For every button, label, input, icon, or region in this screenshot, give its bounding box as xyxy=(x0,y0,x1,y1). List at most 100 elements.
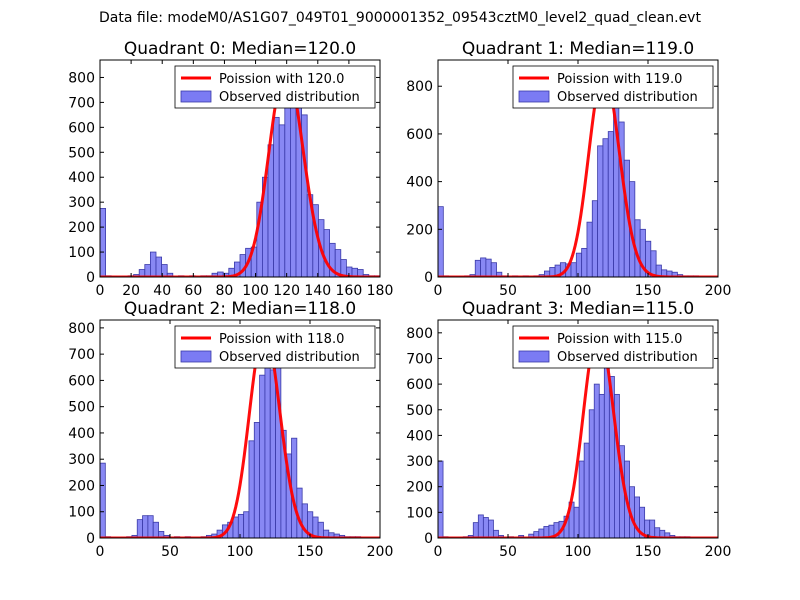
histogram-bar xyxy=(243,511,250,538)
y-tick-label: 300 xyxy=(406,454,433,470)
legend-bar-swatch xyxy=(180,90,212,103)
y-tick-label: 200 xyxy=(406,480,433,496)
x-tick-label: 140 xyxy=(304,283,331,299)
histogram-bar xyxy=(438,460,444,538)
histogram-bar xyxy=(480,257,487,277)
histogram-bar xyxy=(482,517,489,538)
histogram-bar xyxy=(581,247,588,277)
legend-bar-swatch xyxy=(180,350,212,363)
panel-title: Quadrant 0: Median=120.0 xyxy=(124,39,356,59)
x-tick-label: 100 xyxy=(227,544,254,560)
histogram-bar xyxy=(284,89,291,277)
histogram-bar xyxy=(267,144,274,277)
y-tick-label: 500 xyxy=(68,145,95,161)
legend-bar-swatch xyxy=(518,350,550,363)
legend: Poission with 120.0 Observed distribution xyxy=(174,65,376,109)
legend-label-observed: Observed distribution xyxy=(557,350,698,365)
histogram-bar xyxy=(573,506,580,538)
quadrant-1-panel: 0 50 100 150 200 0 200 400 600 800 Quadrant 1: Med… xyxy=(406,39,731,299)
histogram-bar xyxy=(237,513,245,538)
legend: Poission with 118.0 Observed distribution xyxy=(174,325,376,369)
x-tick-label: 50 xyxy=(499,544,517,560)
x-tick-label: 150 xyxy=(635,283,662,299)
poisson-curve xyxy=(100,67,380,277)
histogram-bar xyxy=(586,221,593,277)
y-tick-label: 100 xyxy=(406,505,433,521)
x-tick-label: 150 xyxy=(635,544,662,560)
y-tick-label: 400 xyxy=(406,428,433,444)
y-tick-label: 800 xyxy=(68,70,95,86)
y-tick-label: 0 xyxy=(424,270,433,286)
legend-label-observed: Observed distribution xyxy=(219,90,360,105)
y-tick-label: 400 xyxy=(68,170,95,186)
x-tick-label: 200 xyxy=(705,283,732,299)
figure-title: Data file: modeM0/AS1G07_049T01_90000013… xyxy=(99,10,701,26)
histogram-bar xyxy=(477,514,484,538)
histogram-bar xyxy=(490,262,497,277)
histogram-bar xyxy=(485,258,492,277)
x-tick-label: 100 xyxy=(565,544,592,560)
x-tick-label: 0 xyxy=(434,283,443,299)
y-tick-label: 700 xyxy=(406,351,433,367)
legend-label-poisson: Poission with 115.0 xyxy=(557,332,682,347)
y-tick-label: 200 xyxy=(406,222,433,238)
histogram-bar xyxy=(273,116,280,277)
y-tick-label: 700 xyxy=(68,95,95,111)
x-tick-label: 60 xyxy=(184,283,202,299)
histogram-bar xyxy=(575,252,583,277)
histogram-bar xyxy=(149,251,157,277)
legend-label-poisson: Poission with 120.0 xyxy=(219,72,344,87)
panel-title: Quadrant 2: Median=118.0 xyxy=(124,299,356,319)
x-tick-label: 0 xyxy=(434,544,443,560)
histogram-bar xyxy=(357,269,364,277)
histogram-bar xyxy=(317,521,324,538)
histogram-bar xyxy=(588,409,595,538)
histogram-bar xyxy=(602,138,609,277)
legend-label-poisson: Poission with 118.0 xyxy=(219,332,344,347)
y-tick-label: 100 xyxy=(68,245,95,261)
histogram-bar xyxy=(474,259,481,277)
y-tick-label: 600 xyxy=(406,127,433,143)
y-tick-label: 100 xyxy=(68,505,95,521)
y-tick-label: 0 xyxy=(86,531,95,547)
legend-bar-swatch xyxy=(518,90,550,103)
y-tick-label: 300 xyxy=(68,195,95,211)
histogram-bar xyxy=(152,521,159,538)
histogram-bar xyxy=(155,256,162,277)
histogram-bar xyxy=(278,124,286,277)
histogram-bar xyxy=(438,206,444,277)
histogram-bar xyxy=(142,515,149,538)
histogram-bar xyxy=(161,264,168,277)
y-tick-label: 0 xyxy=(86,270,95,286)
y-tick-label: 500 xyxy=(68,400,95,416)
histogram-bar xyxy=(649,519,656,538)
histogram-bar xyxy=(144,264,151,277)
histogram-bar xyxy=(607,131,614,277)
histogram-bar xyxy=(147,515,154,538)
panel-title: Quadrant 3: Median=115.0 xyxy=(462,299,694,319)
y-tick-label: 600 xyxy=(406,377,433,393)
histogram-bar xyxy=(487,519,494,538)
y-tick-label: 700 xyxy=(68,347,95,363)
quadrant-2-panel: 0 50 100 150 200 0 100 200 300 400 500 600 700 800 Qua… xyxy=(68,299,393,560)
histogram-bar xyxy=(232,516,239,538)
histogram-bar xyxy=(253,422,260,538)
x-tick-label: 100 xyxy=(565,283,592,299)
histogram-bar xyxy=(496,271,503,277)
x-tick-label: 120 xyxy=(273,283,300,299)
y-tick-label: 600 xyxy=(68,373,95,389)
quadrant-3-panel: 0 50 100 150 200 0 100 200 300 400 500 600 700 800 Qua… xyxy=(406,299,731,560)
histogram-bars xyxy=(438,340,691,538)
legend-label-observed: Observed distribution xyxy=(557,90,698,105)
y-tick-label: 300 xyxy=(68,452,95,468)
histogram-bar xyxy=(493,529,499,538)
x-tick-label: 80 xyxy=(216,283,234,299)
histogram-bar xyxy=(570,262,577,277)
histogram-bar xyxy=(136,519,143,538)
x-tick-label: 100 xyxy=(242,283,269,299)
histogram-bar xyxy=(597,145,604,277)
histogram-bar xyxy=(259,374,266,538)
x-tick-label: 150 xyxy=(297,544,324,560)
y-tick-label: 0 xyxy=(424,531,433,547)
x-tick-label: 0 xyxy=(96,283,105,299)
